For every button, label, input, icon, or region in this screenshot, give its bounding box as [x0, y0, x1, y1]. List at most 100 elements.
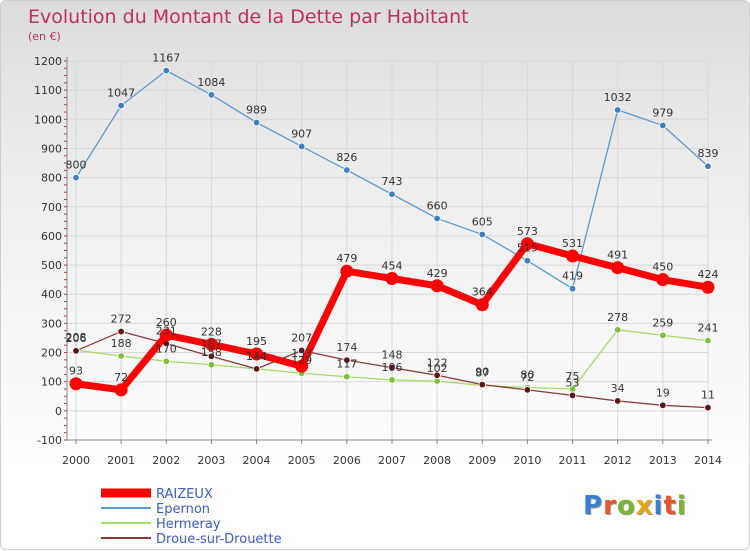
data-label: 479	[336, 252, 357, 265]
data-point	[523, 257, 532, 265]
y-tick-label: 400	[41, 288, 62, 301]
series-epernon	[72, 66, 712, 293]
data-point	[298, 142, 306, 151]
y-tick-label: 300	[41, 317, 62, 330]
data-label: 278	[607, 311, 628, 324]
data-point	[207, 361, 216, 369]
data-point	[250, 347, 264, 361]
data-label: 907	[291, 127, 312, 140]
data-point	[340, 264, 354, 278]
data-point	[568, 391, 577, 400]
data-label: 187	[201, 337, 222, 350]
data-point	[162, 66, 170, 75]
logo-letter: t	[663, 491, 677, 521]
x-tick-label: 2001	[107, 454, 135, 467]
data-label: 429	[427, 267, 448, 280]
x-tick-label: 2000	[62, 454, 90, 467]
data-label: 450	[652, 261, 673, 274]
data-label: 573	[517, 225, 538, 238]
data-point	[568, 284, 577, 293]
data-label: 364	[472, 286, 493, 299]
data-label: 1084	[197, 76, 225, 89]
x-tick-label: 2005	[288, 454, 316, 467]
series-layer	[69, 66, 715, 412]
proxiti-logo: Proxiti	[583, 491, 687, 521]
data-point	[613, 326, 622, 334]
data-label-layer: 800 1047 1167 1084 989 907 826 743 660 605 515 419 1…	[66, 52, 719, 402]
data-label: 491	[607, 249, 628, 262]
data-label: 660	[427, 199, 448, 212]
legend-label: Epernon	[156, 502, 210, 517]
data-label: 174	[336, 341, 357, 354]
data-label: 454	[381, 259, 402, 272]
x-tick-label: 2008	[423, 454, 451, 467]
y-tick-label: 200	[41, 347, 62, 360]
chart-title: Evolution du Montant de la Dette par Hab…	[28, 6, 469, 28]
data-label: 53	[566, 376, 580, 389]
data-point	[388, 376, 396, 384]
data-label: 93	[69, 365, 83, 378]
legend-label: RAIZEUX	[156, 487, 213, 502]
x-tick-label: 2011	[559, 454, 587, 467]
data-point	[433, 214, 441, 223]
data-point	[475, 298, 489, 312]
data-point	[207, 91, 216, 99]
data-point	[566, 249, 580, 263]
data-point	[295, 359, 309, 373]
data-label: 106	[381, 361, 402, 374]
x-tick-label: 2002	[152, 454, 180, 467]
y-tick-label: 1200	[34, 55, 62, 68]
data-point	[704, 403, 712, 412]
data-point	[704, 336, 712, 345]
data-label: 207	[291, 331, 312, 344]
y-tick-label: 0	[55, 405, 62, 418]
data-point	[117, 327, 125, 336]
series-raizeux	[69, 237, 715, 397]
data-label: 19	[656, 386, 670, 399]
data-point	[388, 363, 396, 372]
data-label: 826	[336, 151, 357, 164]
data-label: 1047	[107, 87, 135, 100]
x-tick-label: 2006	[333, 454, 361, 467]
data-label: 11	[701, 389, 715, 402]
x-tick-label: 2010	[513, 454, 541, 467]
logo-letter: x	[635, 491, 654, 521]
y-tick-label: 600	[41, 230, 62, 243]
data-point	[613, 106, 622, 114]
data-point	[388, 190, 396, 198]
y-tick-label: 900	[41, 142, 62, 155]
data-point	[162, 357, 170, 365]
data-label: 743	[381, 175, 402, 188]
y-tick-label: 700	[41, 201, 62, 214]
data-label: 424	[697, 268, 718, 281]
legend-label: Hermeray	[156, 517, 221, 532]
data-label: 260	[156, 316, 177, 329]
logo-letter: P	[583, 491, 604, 521]
data-point	[659, 121, 667, 130]
data-point	[207, 352, 216, 361]
data-point	[204, 337, 218, 351]
data-point	[159, 328, 173, 342]
data-point	[520, 237, 534, 251]
data-label: 531	[562, 237, 583, 250]
x-tick-label: 2009	[468, 454, 496, 467]
data-label: 144	[246, 350, 267, 363]
axis-layer: -100 0 100 200 300 400 500 600 700 800 900 1000 1100…	[34, 55, 722, 467]
data-point	[659, 401, 667, 410]
logo-letter: i	[653, 491, 664, 521]
data-point	[252, 365, 261, 373]
data-label: 90	[475, 366, 489, 379]
data-point	[298, 346, 306, 355]
data-point	[72, 173, 80, 182]
data-label: 129	[291, 354, 312, 367]
data-point	[252, 118, 261, 127]
data-label: 117	[336, 358, 357, 371]
y-tick-label: -100	[37, 434, 62, 447]
data-label: 1167	[152, 52, 180, 65]
data-point	[433, 371, 441, 379]
data-label: 170	[156, 342, 177, 355]
x-tick-label: 2012	[604, 454, 632, 467]
